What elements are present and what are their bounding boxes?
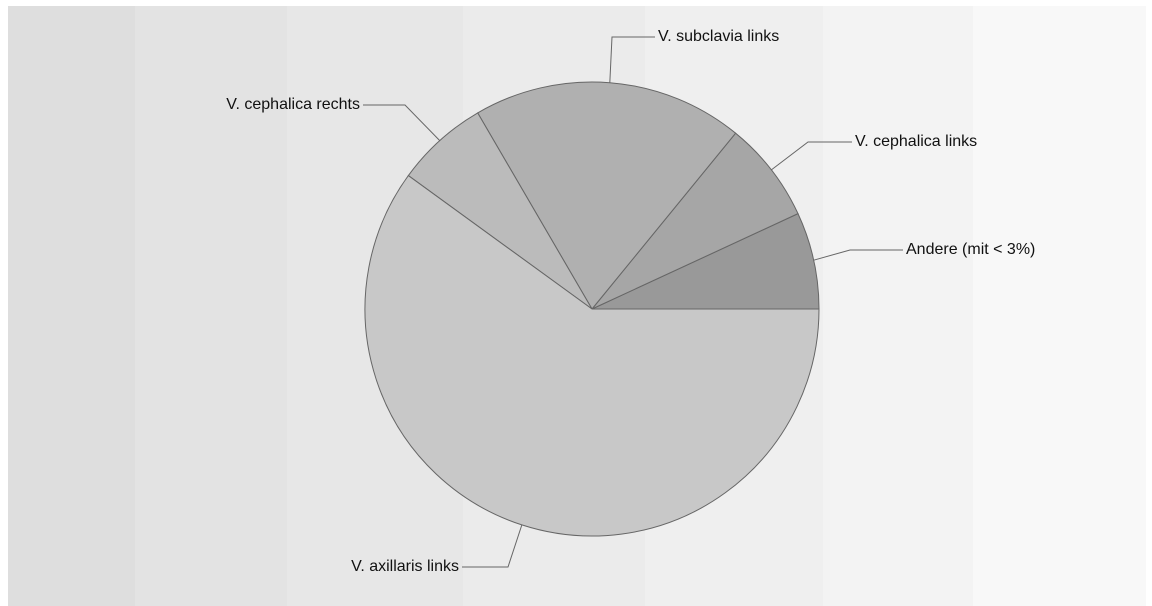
slice-label: V. cephalica links — [855, 133, 977, 150]
slice-label: V. cephalica rechts — [226, 96, 360, 113]
leader-line — [609, 36, 655, 83]
leader-line — [813, 249, 903, 261]
leader-line — [771, 141, 852, 171]
pie-slice — [364, 174, 820, 537]
pie-slice — [476, 81, 737, 310]
pie-slice — [591, 132, 799, 310]
slice-label: Andere (mit < 3%) — [906, 241, 1035, 258]
leader-line — [363, 104, 441, 141]
leader-line — [462, 524, 523, 568]
slice-label: V. subclavia links — [658, 28, 779, 45]
slice-label: V. axillaris links — [351, 558, 459, 575]
